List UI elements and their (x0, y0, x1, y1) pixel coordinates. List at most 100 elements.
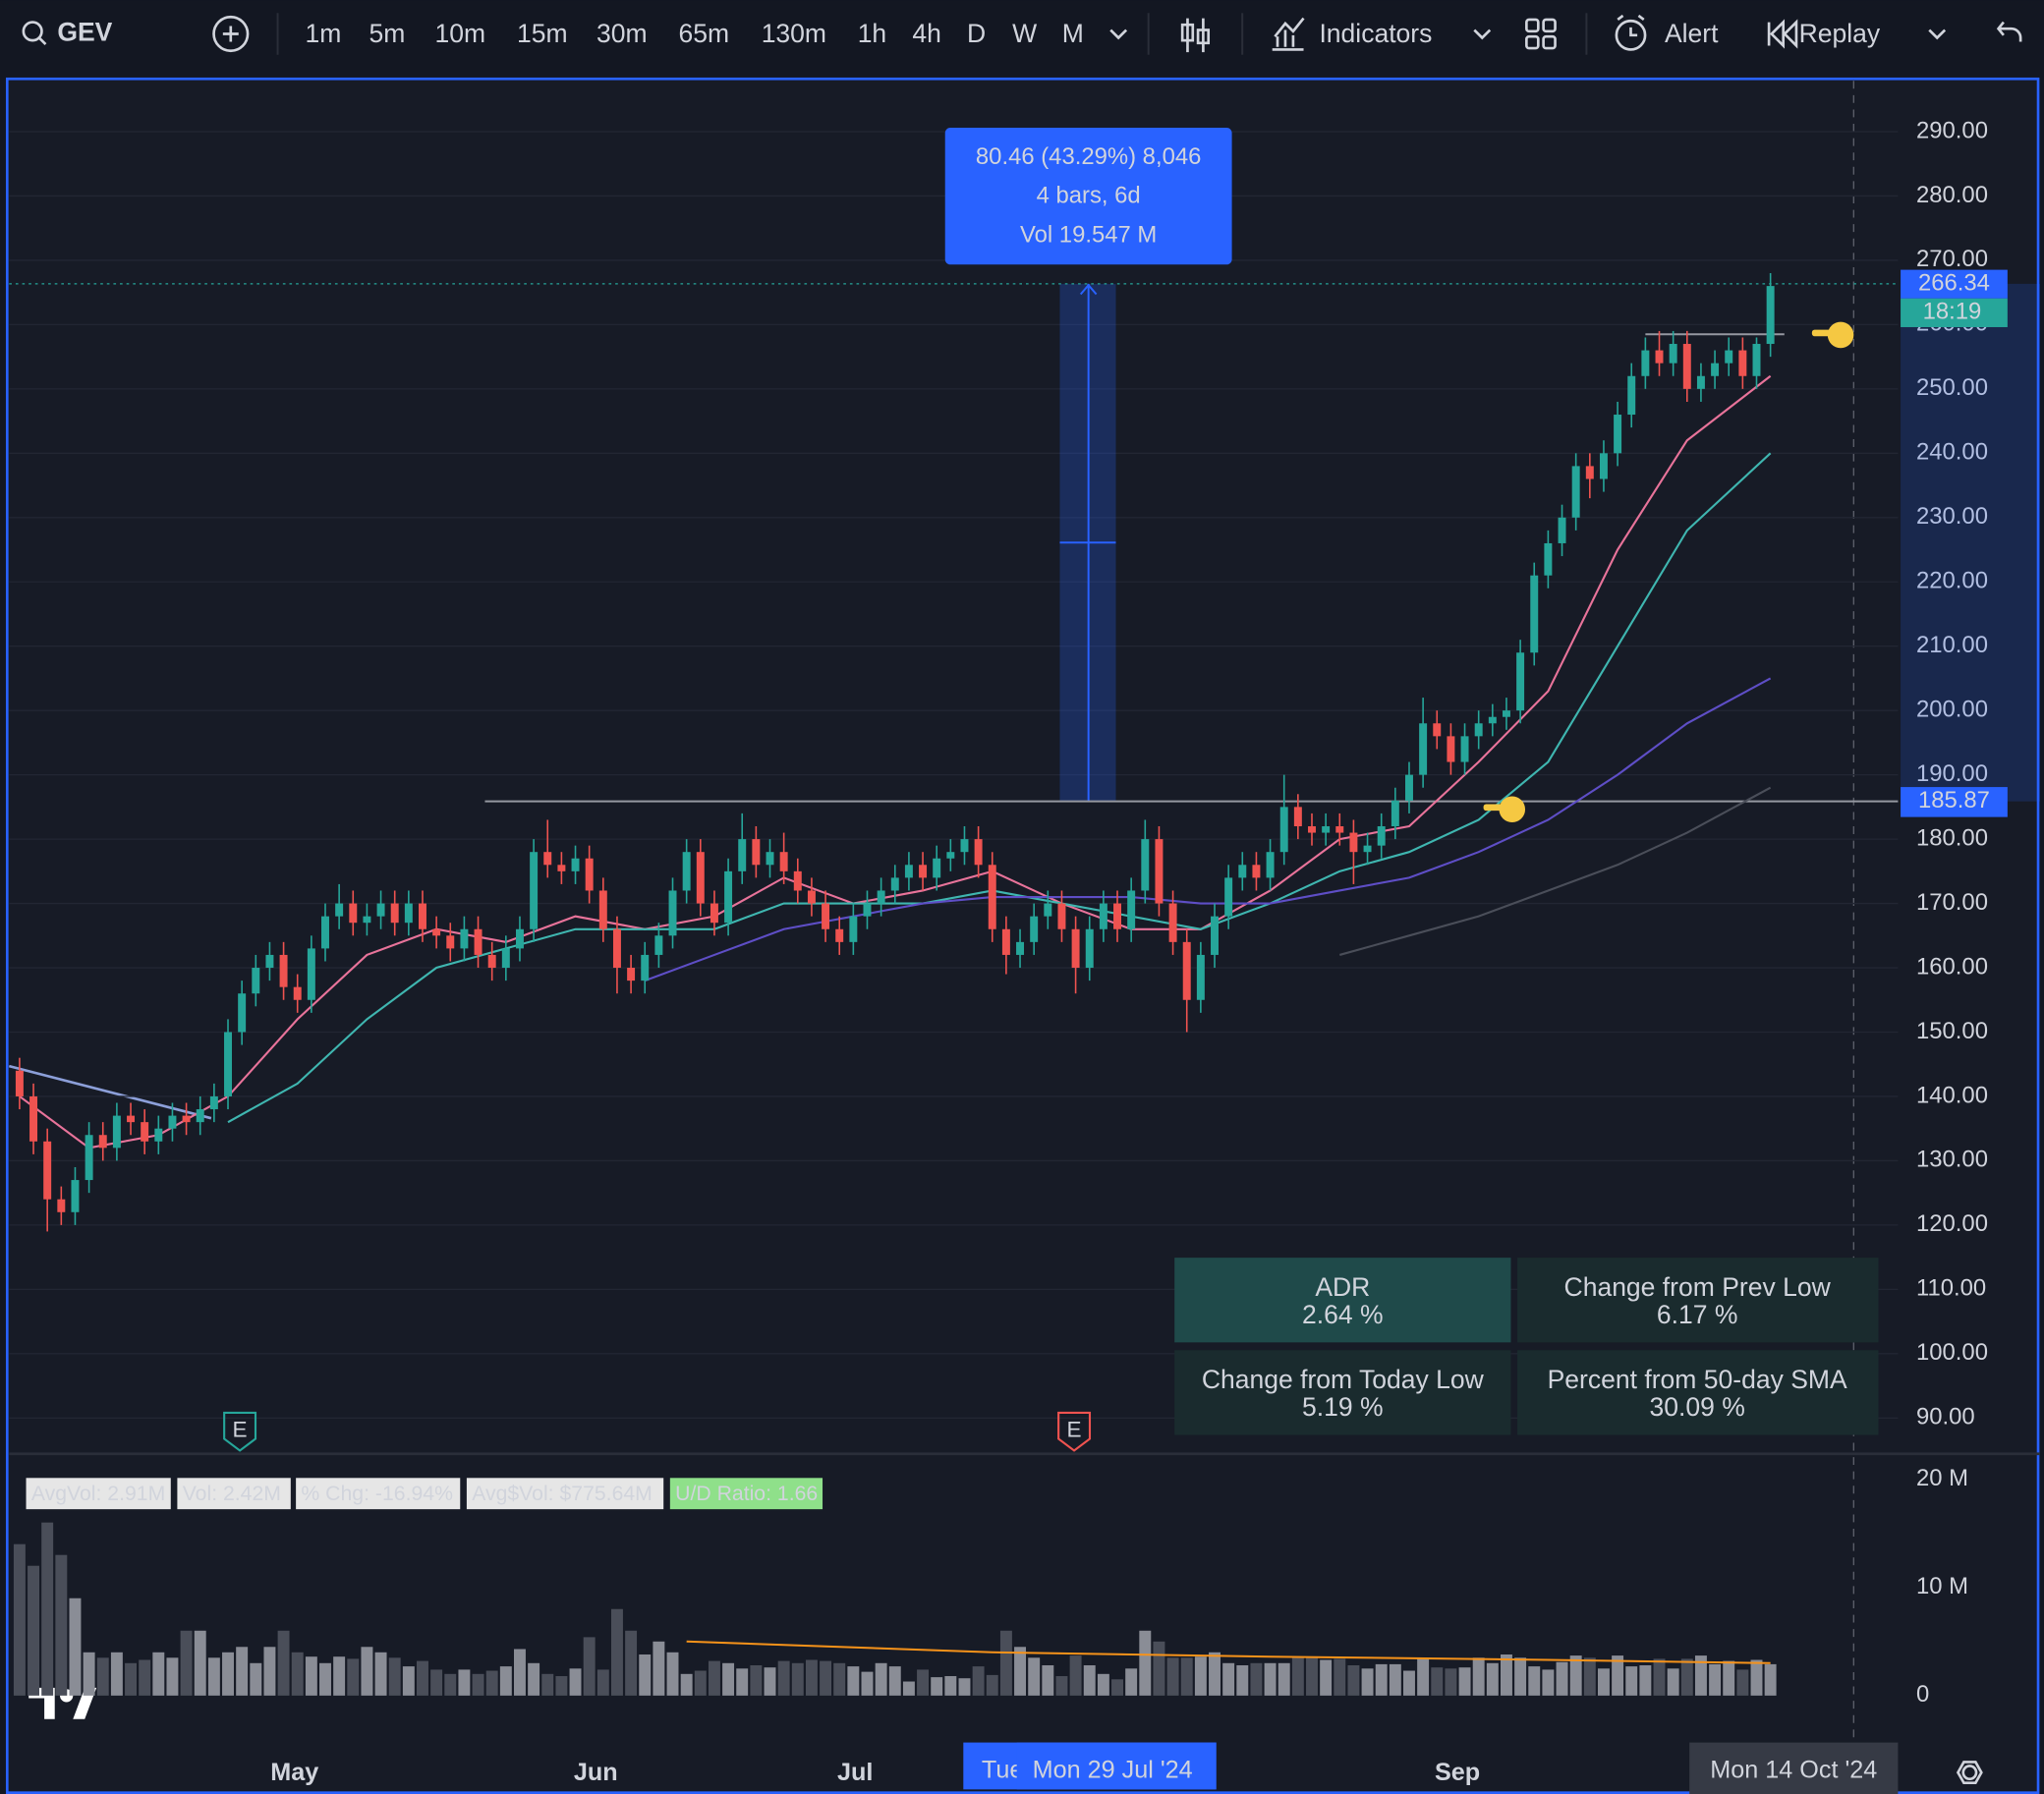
candle-body (1155, 839, 1164, 904)
volume-bar (13, 1543, 26, 1696)
volume-bar (1417, 1658, 1430, 1696)
undo-icon[interactable] (1996, 21, 2022, 42)
interval-button[interactable]: 130m (762, 19, 826, 48)
volume-bar (610, 1608, 623, 1696)
price-tick-label: 290.00 (1916, 117, 1988, 143)
interval-button[interactable]: 1h (858, 19, 887, 48)
measure-text: 4 bars, 6d (1037, 183, 1141, 209)
volume-bar (1723, 1660, 1735, 1696)
settings-icon (1956, 1761, 1983, 1785)
volume-bar (861, 1671, 874, 1696)
candle-body (835, 928, 844, 942)
add-symbol-icon[interactable] (212, 15, 250, 53)
volume-bar (777, 1660, 790, 1696)
alert-button[interactable]: Alert (1665, 19, 1719, 48)
search-icon[interactable] (22, 21, 43, 42)
volume-bar (764, 1667, 776, 1696)
interval-button[interactable]: 30m (596, 19, 648, 48)
candle-body (363, 916, 371, 924)
layout-icon (1542, 34, 1557, 50)
candle-body (487, 954, 496, 969)
moving-average (644, 677, 1772, 982)
volume-bar (110, 1652, 123, 1696)
volume-bar (1625, 1666, 1638, 1696)
volume-bar (1569, 1655, 1582, 1696)
candle-body (85, 1135, 93, 1181)
volume-bar (1709, 1663, 1722, 1696)
candle-body (1099, 903, 1107, 929)
candle-body (1113, 903, 1122, 929)
volume-bar (152, 1652, 165, 1696)
last-date-tag (1689, 1742, 1899, 1794)
volume-bar (166, 1657, 179, 1696)
candle-body (265, 954, 274, 969)
moving-average (1338, 786, 1772, 956)
toolbar-icons (22, 14, 2022, 1785)
indicators-icon[interactable] (1272, 17, 1305, 51)
volume-tick-label: 10 M (1916, 1573, 1968, 1599)
price-tick-label: 230.00 (1916, 503, 1988, 530)
volume-bar (472, 1673, 484, 1696)
month-label: Jul (837, 1759, 873, 1786)
candle-body (1516, 652, 1525, 711)
indicators-chevron[interactable] (1473, 28, 1492, 40)
interval-button[interactable]: 15m (517, 19, 568, 48)
interval-button[interactable]: 4h (912, 19, 941, 48)
candle-body (404, 903, 413, 924)
volume-bar (986, 1674, 998, 1696)
earnings-marker[interactable] (223, 1411, 257, 1452)
price-range-highlight (1901, 283, 2041, 802)
interval-button[interactable]: 10m (434, 19, 485, 48)
candle-body (1585, 466, 1594, 479)
price-tick-label: 140.00 (1916, 1082, 1988, 1108)
interval-button[interactable]: D (967, 19, 986, 48)
interval-button[interactable]: 1m (306, 19, 342, 48)
candle-body (112, 1115, 121, 1149)
interval-menu-chevron[interactable] (1109, 28, 1128, 40)
candle-body (1168, 903, 1177, 942)
candle-body (779, 852, 788, 871)
interval-button[interactable]: 65m (679, 19, 730, 48)
symbol[interactable]: GEV (57, 18, 112, 47)
volume-bar (528, 1662, 540, 1696)
interval-button[interactable]: W (1012, 19, 1037, 48)
volume-bar (83, 1652, 95, 1696)
stat-value: 2.64 % (1302, 1300, 1384, 1329)
volume-bar (402, 1666, 415, 1696)
settings-icon[interactable] (1961, 1765, 1978, 1781)
candle-body (1488, 716, 1497, 724)
volume-bar (277, 1630, 290, 1696)
interval-button[interactable]: M (1062, 19, 1084, 48)
candle-body (627, 968, 636, 981)
candle-body (946, 852, 955, 859)
interval-button[interactable]: 5m (369, 19, 406, 48)
volume-bar (569, 1668, 582, 1696)
candle-body (1211, 916, 1219, 955)
candle-body (1196, 954, 1205, 1000)
replay-icon[interactable] (1767, 19, 1798, 49)
layout-icon[interactable] (1525, 18, 1540, 33)
volume-bar (1597, 1668, 1610, 1696)
candle-body (1363, 845, 1372, 853)
volume-bar (1180, 1657, 1193, 1696)
candle-body (1752, 344, 1761, 376)
earnings-marker[interactable] (1057, 1411, 1092, 1452)
candle-body (1085, 928, 1094, 969)
replay-chevron[interactable] (1928, 28, 1947, 40)
replay-button[interactable]: Replay (1799, 19, 1881, 48)
indicators-button[interactable]: Indicators (1319, 19, 1432, 48)
candle-body (543, 852, 552, 866)
info-chip-text: Avg$Vol: $775.64M (472, 1483, 653, 1505)
candle-body (1001, 928, 1010, 955)
volume-bar (1111, 1679, 1123, 1696)
alert-icon[interactable] (1615, 19, 1647, 51)
candle-body (793, 870, 802, 891)
info-chip (669, 1478, 823, 1510)
volume-bar (1083, 1665, 1096, 1696)
volume-bar (1680, 1658, 1693, 1696)
candle-body (127, 1115, 136, 1123)
volume-bar (1389, 1663, 1401, 1696)
volume-bar (583, 1637, 596, 1696)
info-chip (296, 1478, 461, 1510)
price-tick-label: 270.00 (1916, 246, 1988, 272)
